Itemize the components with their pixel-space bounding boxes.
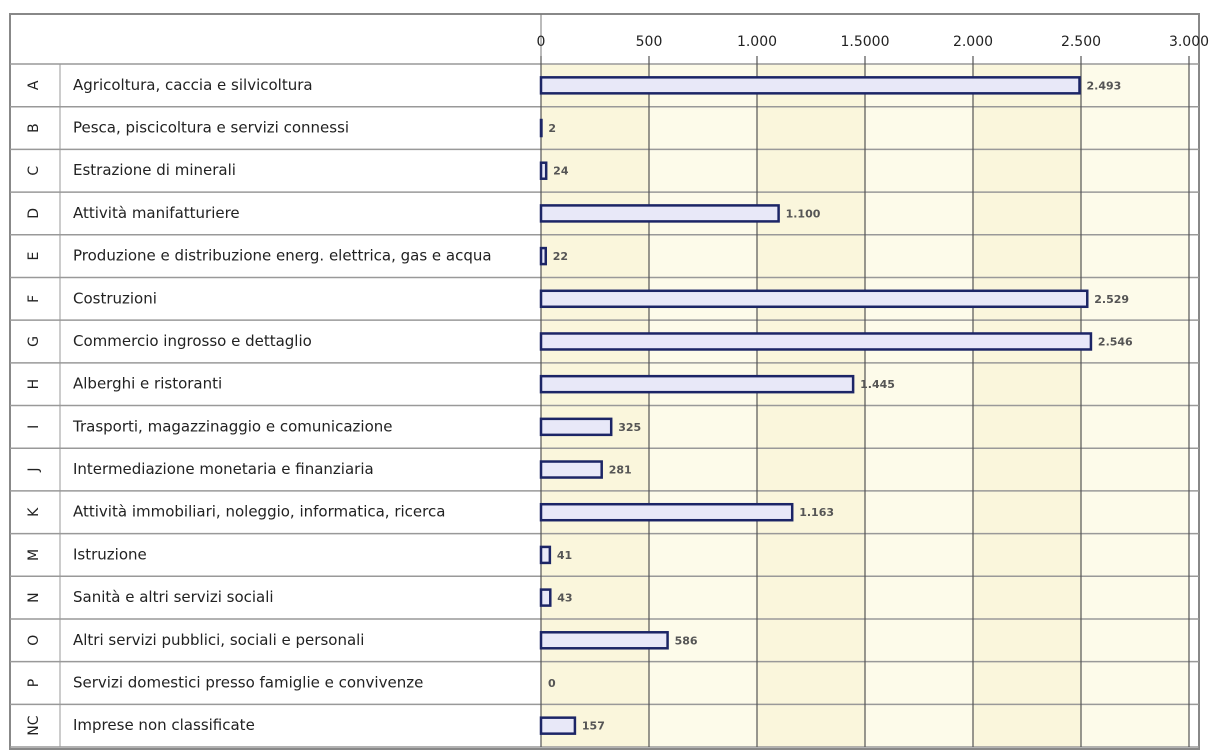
- bar: [539, 545, 552, 565]
- category-label: Trasporti, magazzinaggio e comunicazione: [72, 417, 392, 435]
- category-label: Estrazione di minerali: [73, 161, 236, 179]
- value-label: 2.546: [1098, 335, 1133, 348]
- x-tick-label: 500: [636, 34, 663, 50]
- category-label: Alberghi e ristoranti: [73, 375, 222, 393]
- category-label: Altri servizi pubblici, sociali e person…: [73, 631, 364, 649]
- bar: [539, 502, 794, 522]
- value-label: 41: [557, 549, 572, 562]
- value-label: 2.529: [1094, 293, 1129, 306]
- x-tick-label: 2.500: [1061, 34, 1101, 50]
- category-label: Pesca, piscicoltura e servizi connessi: [73, 119, 349, 137]
- value-label: 22: [553, 250, 568, 263]
- row-code: P: [26, 679, 42, 687]
- row-code: B: [26, 123, 42, 133]
- x-tick-label: 1.000: [737, 34, 777, 50]
- row-code: N: [26, 592, 42, 602]
- x-tick-label: 2.000: [953, 34, 993, 50]
- value-label: 325: [618, 421, 641, 434]
- category-label: Agricoltura, caccia e silvicoltura: [73, 76, 313, 94]
- bar: [539, 460, 603, 479]
- category-label: Imprese non classificate: [73, 716, 255, 734]
- category-label: Costruzioni: [73, 289, 157, 307]
- x-tick-label: 1.5000: [841, 34, 890, 50]
- row-code: A: [26, 80, 42, 90]
- value-label: 281: [609, 464, 632, 477]
- row-code: E: [26, 252, 42, 261]
- bar: [539, 417, 613, 437]
- bar: [539, 631, 669, 650]
- bar: [539, 332, 1093, 351]
- x-tick-label: 0: [537, 34, 546, 50]
- bar: [539, 374, 855, 394]
- category-label: Intermediazione monetaria e finanziaria: [73, 460, 374, 478]
- row-code: O: [26, 635, 42, 646]
- category-label: Produzione e distribuzione energ. elettr…: [73, 247, 492, 265]
- row-code: G: [26, 336, 42, 347]
- bar: [539, 246, 548, 266]
- x-tick-label: 3.000: [1169, 34, 1209, 50]
- value-label: 586: [675, 634, 698, 647]
- row-code: K: [26, 507, 42, 517]
- category-label: Attività immobiliari, noleggio, informat…: [73, 503, 445, 521]
- bar: [539, 289, 1089, 309]
- value-label: 24: [553, 165, 569, 178]
- value-label: 2: [548, 122, 556, 135]
- category-label: Attività manifatturiere: [73, 204, 240, 222]
- category-label: Commercio ingrosso e dettaglio: [73, 332, 312, 350]
- bar: [539, 588, 552, 607]
- row-code: M: [26, 549, 42, 561]
- category-label: Istruzione: [73, 545, 147, 563]
- value-label: 1.163: [799, 506, 834, 519]
- value-label: 157: [582, 720, 605, 733]
- value-label: 1.445: [860, 378, 895, 391]
- bar: [539, 76, 1081, 95]
- row-code: F: [26, 295, 42, 303]
- bar: [539, 161, 548, 180]
- row-code: I: [26, 425, 42, 429]
- value-label: 1.100: [786, 207, 821, 220]
- category-label: Servizi domestici presso famiglie e conv…: [73, 673, 423, 691]
- row-code: D: [26, 208, 42, 219]
- bar: [539, 716, 577, 735]
- value-label: 43: [557, 592, 572, 605]
- row-code: H: [26, 379, 42, 390]
- bar: [539, 204, 780, 223]
- row-code: C: [26, 166, 42, 176]
- value-label: 0: [548, 677, 556, 690]
- row-code: J: [26, 467, 42, 472]
- category-label: Sanità e altri servizi sociali: [73, 588, 274, 606]
- value-label: 2.493: [1086, 79, 1121, 92]
- row-code: NC: [26, 715, 42, 735]
